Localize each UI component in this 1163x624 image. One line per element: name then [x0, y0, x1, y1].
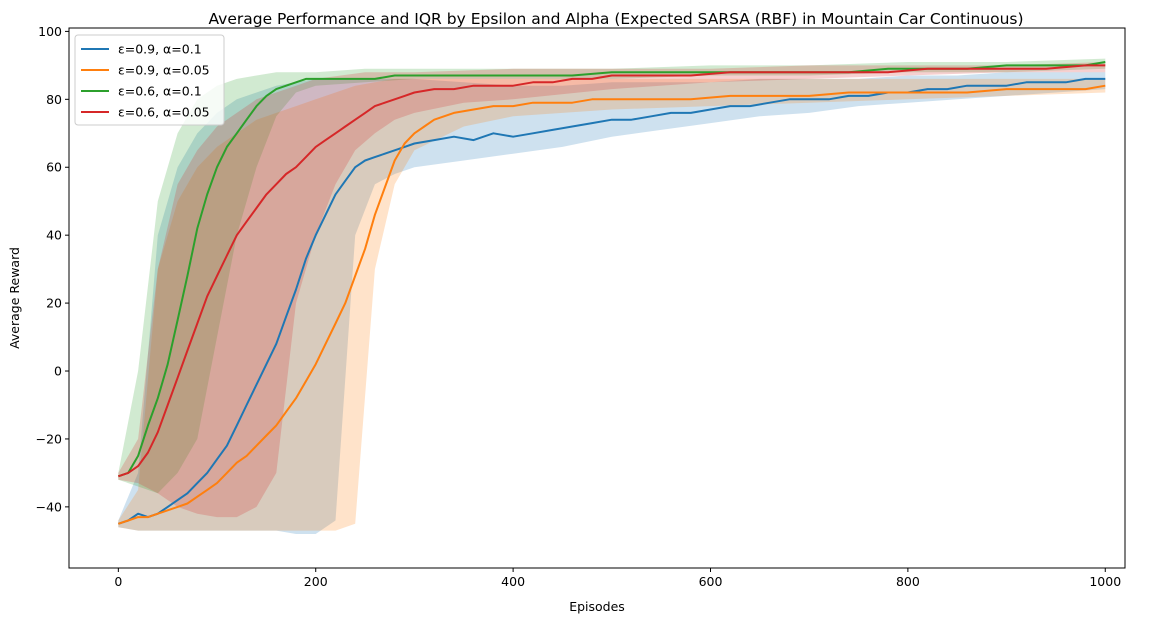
iqr-band-1 [118, 72, 1106, 534]
iqr-band-4 [118, 62, 1106, 518]
y-tick-label: 20 [46, 296, 62, 311]
series-line-2 [117, 84, 1106, 525]
series-lines [117, 61, 1106, 525]
x-tick-label: 600 [699, 574, 723, 589]
series-line-4 [117, 64, 1106, 478]
iqr-bands [118, 58, 1106, 534]
legend-label-1: ε=0.9, α=0.1 [118, 42, 202, 57]
y-tick-label: 60 [46, 160, 62, 175]
x-tick-label: 1000 [1089, 574, 1121, 589]
y-axis-ticks: −40 −20 0 20 40 60 80 100 [36, 24, 69, 514]
legend-label-4: ε=0.6, α=0.05 [118, 105, 210, 120]
y-tick-label: 40 [46, 228, 62, 243]
x-tick-label: 0 [114, 574, 122, 589]
iqr-band-2 [118, 78, 1106, 531]
x-axis-label: Episodes [569, 599, 625, 614]
y-tick-label: 100 [38, 24, 62, 39]
legend: ε=0.9, α=0.1 ε=0.9, α=0.05 ε=0.6, α=0.1 ε=0… [74, 34, 225, 126]
y-tick-label: 0 [54, 364, 62, 379]
legend-label-3: ε=0.6, α=0.1 [118, 84, 202, 99]
plot-frame [68, 27, 1126, 569]
x-tick-label: 400 [501, 574, 525, 589]
y-tick-label: 80 [46, 92, 62, 107]
y-tick-label: −20 [36, 431, 62, 446]
x-axis-ticks: 0 200 400 600 800 1000 [114, 568, 1121, 589]
x-tick-label: 800 [896, 574, 920, 589]
y-tick-label: −40 [36, 499, 62, 514]
legend-box [74, 34, 225, 126]
chart-title: Average Performance and IQR by Epsilon a… [208, 10, 1023, 28]
y-axis-label: Average Reward [7, 247, 22, 349]
x-tick-label: 200 [304, 574, 328, 589]
legend-label-2: ε=0.9, α=0.05 [118, 63, 210, 78]
